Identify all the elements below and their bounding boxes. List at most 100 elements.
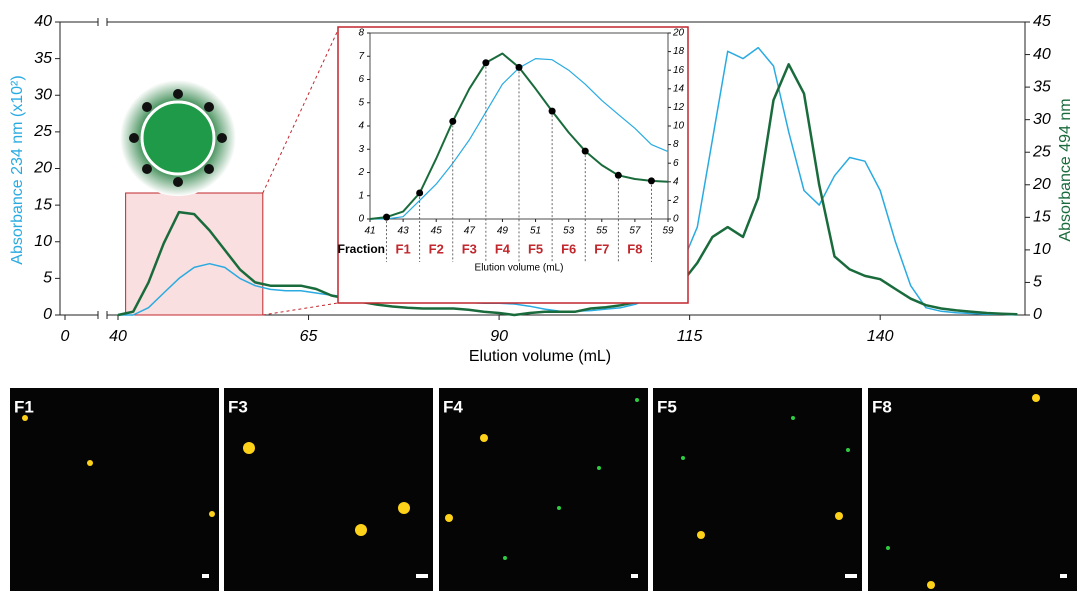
y2-tick-label: 40 [1033,46,1051,63]
y-tick-label: 10 [34,233,52,250]
y-tick-label: 35 [34,50,52,67]
inset-x-tick-label: 53 [563,226,575,237]
y2-axis-title: Absorbance 494 nm [1057,98,1074,241]
inset-x-tick-label: 55 [596,226,608,237]
inset-x-tick-label: 57 [629,226,641,237]
green-speck [791,416,795,420]
y-tick-label: 0 [43,306,52,323]
inset-y2-tick-label: 2 [672,195,679,206]
yellow-particle [445,514,453,522]
green-speck [597,466,601,470]
inset-y-tick-label: 8 [358,28,364,39]
x-tick-label: 140 [867,328,894,345]
micrograph-label: F3 [228,397,248,416]
fraction-label: F8 [627,241,642,256]
inset-x-tick-label: 45 [431,226,443,237]
micrograph-label: F4 [443,397,463,416]
inset-y2-tick-label: 12 [673,102,685,113]
y2-tick-label: 30 [1033,111,1051,128]
inset-y2-tick-label: 8 [673,139,679,150]
y2-tick-label: 5 [1033,274,1042,291]
y-tick-label: 15 [34,196,52,213]
inset-x-tick-label: 47 [464,226,476,237]
y2-tick-label: 15 [1033,209,1051,226]
data-point [416,189,424,197]
inset-y-tick-label: 2 [357,167,364,178]
yellow-particle [927,581,935,589]
x-tick-label: 90 [490,328,508,345]
green-speck [886,546,890,550]
y-tick-label: 30 [34,86,52,103]
scale-bar [1060,574,1067,578]
inset-y2-tick-label: 16 [673,65,685,76]
fraction-label: F6 [561,241,576,256]
highlight-region [125,192,264,316]
inset-x-tick-label: 59 [662,226,674,237]
fraction-title: Fraction [338,242,385,256]
yellow-particle [480,434,488,442]
x-tick-label: 0 [61,328,70,345]
fraction-label: F7 [594,241,609,256]
yellow-particle [209,511,215,517]
fraction-label: F1 [396,241,411,256]
y2-tick-label: 20 [1032,176,1051,193]
micrograph [439,388,648,591]
micrographs: F1 F3 F4 F5 F8 [10,388,1077,591]
inset-x-tick-label: 49 [497,226,509,237]
y-tick-label: 40 [34,13,52,30]
y2-tick-label: 25 [1032,143,1051,160]
green-speck [846,448,850,452]
inset-frame [337,26,689,304]
scale-bar [845,574,857,578]
inset-y-tick-label: 5 [358,97,364,108]
inset-y2-tick-label: 20 [672,28,685,39]
data-line [117,63,1018,317]
y2-tick-label: 45 [1033,13,1051,30]
x-axis-title: Elution volume (mL) [469,348,611,365]
inset-y-tick-label: 7 [358,51,364,62]
micrograph-label: F8 [872,397,892,416]
data-point [548,107,556,115]
yellow-particle [22,415,28,421]
green-speck [503,556,507,560]
y-tick-label: 5 [43,270,52,287]
fraction-label: F5 [528,241,543,256]
yellow-particle [355,524,367,536]
data-point [449,117,457,125]
data-point [482,59,490,67]
nanoparticle-icon [120,80,236,196]
y2-tick-label: 0 [1033,306,1042,323]
y-tick-label: 20 [33,160,52,177]
inset-y2-tick-label: 10 [673,121,685,132]
inset-y-tick-label: 1 [358,190,364,201]
inset-x-tick-label: 43 [398,226,410,237]
inset-y-tick-label: 0 [358,214,364,225]
yellow-particle [398,502,410,514]
micrograph-label: F5 [657,397,677,416]
y2-tick-label: 35 [1033,78,1051,95]
x-tick-label: 115 [677,328,703,345]
inset-y-tick-label: 4 [358,121,364,132]
x-tick-label: 65 [300,328,318,345]
yellow-particle [1032,394,1040,402]
inset-x-tick-label: 41 [364,226,375,237]
inset-x-tick-label: 51 [530,226,541,237]
green-speck [681,456,685,460]
scale-bar [202,574,209,578]
fraction-label: F3 [462,241,477,256]
inset-x-axis-title: Elution volume (mL) [475,263,564,274]
inset-y2-tick-label: 14 [673,83,685,94]
y-tick-label: 25 [33,123,52,140]
inset-y-tick-label: 3 [358,144,364,155]
data-point [581,147,589,155]
inset-y-tick-label: 6 [358,74,364,85]
data-point [515,63,523,71]
micrograph [653,388,862,591]
micrograph-label: F1 [14,397,34,416]
inset-y2-tick-label: 6 [673,158,679,169]
zoom-connector [262,29,339,194]
data-point [647,177,655,185]
particle-ligands [129,89,227,187]
scale-bar [416,574,428,578]
